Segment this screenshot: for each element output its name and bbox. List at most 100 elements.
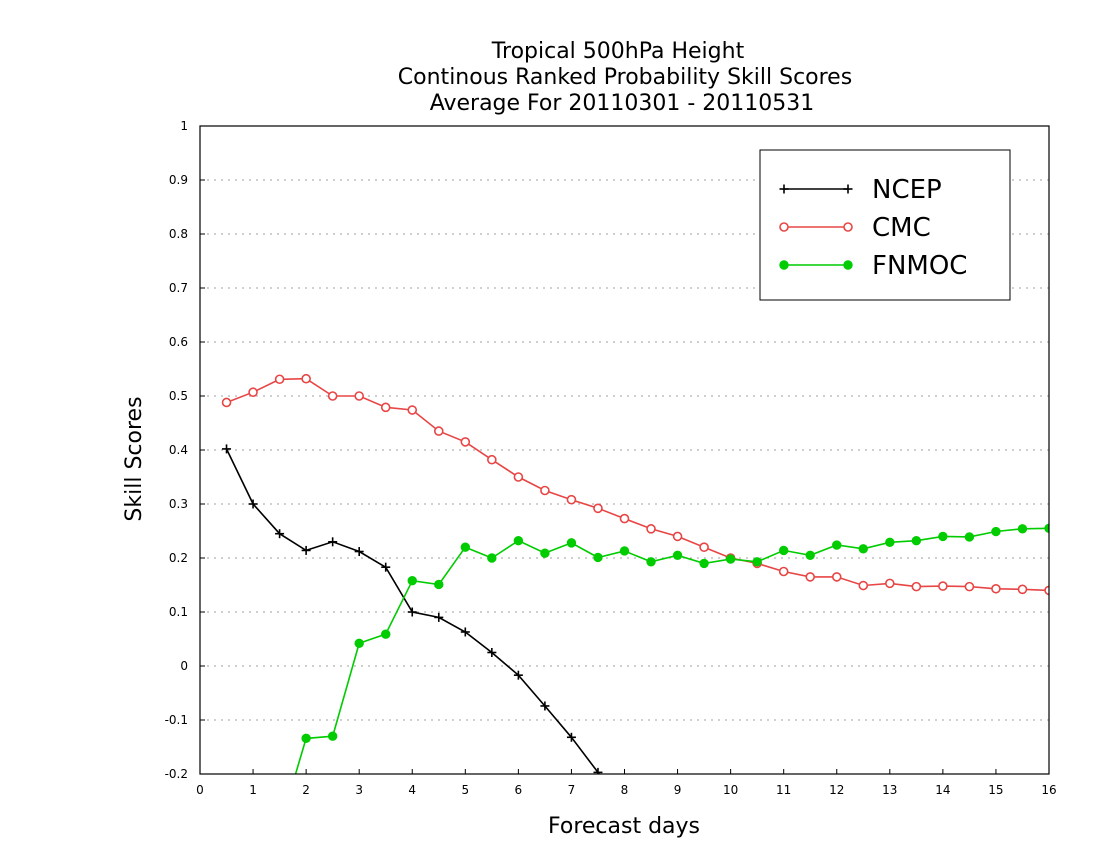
y-tick-label-0-8: 0.8: [169, 227, 188, 241]
legend-marker-left-cmc: [779, 222, 789, 232]
point-cmc-4: [407, 405, 418, 415]
x-axis: 0 1 2 3 4 5 6 7 8 9 10 11 12 13 14 15 16: [196, 769, 1057, 797]
point-fnmoc-11-5: [805, 550, 815, 560]
point-ncep-4-5: [434, 612, 444, 622]
point-fnmoc-1-5: [275, 824, 283, 832]
x-tick-label-11: 11: [776, 783, 791, 797]
point-fnmoc-4-5: [434, 579, 444, 590]
point-ncep-5-5: [487, 648, 497, 657]
point-cmc-8-5: [646, 524, 656, 534]
point-cmc-5: [460, 437, 471, 447]
y-tick-label-0-5: 0.5: [169, 389, 188, 403]
series-line-cmc: [226, 377, 1049, 592]
point-cmc-12: [831, 572, 842, 582]
point-fnmoc-5: [460, 542, 471, 552]
x-tick-label-7: 7: [568, 783, 576, 797]
legend-label-cmc: CMC: [872, 213, 931, 243]
series-fnmoc: [275, 523, 1049, 832]
point-ncep-7-5: [593, 767, 603, 774]
legend-marker-left-fnmoc: [779, 260, 789, 270]
series-line-fnmoc: [294, 527, 1049, 774]
point-cmc-6: [513, 472, 524, 482]
point-cmc-7-5: [593, 503, 603, 514]
y-tick-label-0-2: -0.2: [165, 767, 188, 781]
legend-label-ncep: NCEP: [872, 175, 942, 205]
point-cmc-11-5: [805, 572, 816, 582]
y-tick-label-0-2: 0.2: [169, 551, 188, 565]
point-fnmoc-15: [991, 526, 1001, 537]
point-fnmoc-4: [407, 575, 417, 586]
point-ncep-1: [248, 499, 258, 509]
y-tick-label-0-9: 0.9: [169, 173, 188, 187]
legend-item-cmc: CMC: [779, 213, 931, 243]
point-fnmoc-12: [832, 540, 842, 550]
chart-title: Tropical 500hPa Height Continous Ranked …: [398, 39, 852, 116]
y-tick-label-0-6: 0.6: [169, 335, 188, 349]
x-tick-label-1: 1: [249, 783, 257, 797]
y-tick-label-0-3: 0.3: [169, 497, 188, 511]
x-tick-label-2: 2: [302, 783, 310, 797]
point-fnmoc-3-5: [381, 629, 391, 639]
point-fnmoc-12-5: [858, 544, 868, 554]
point-fnmoc-7: [566, 538, 577, 548]
point-cmc-9: [672, 531, 683, 542]
y-axis-label: Skill Scores: [122, 396, 147, 521]
series-lines: [221, 373, 1049, 832]
legend-marker-right-ncep: [843, 184, 853, 194]
y-tick-label-0-1: -0.1: [165, 713, 188, 727]
point-fnmoc-14: [938, 531, 948, 542]
point-cmc-0-5: [221, 397, 232, 408]
point-ncep-0-5: [222, 444, 232, 454]
point-cmc-8: [619, 513, 630, 524]
point-cmc-6-5: [540, 485, 550, 496]
point-ncep-2: [301, 545, 311, 555]
point-fnmoc-14-5: [964, 532, 975, 542]
series-cmc: [221, 373, 1049, 596]
y-tick-label-1: 1: [180, 119, 188, 133]
legend-box: [759, 149, 1011, 301]
point-cmc-9-5: [699, 542, 709, 553]
title-line-3: Average For 20110301 - 20110531: [430, 91, 815, 116]
legend-item-ncep: NCEP: [779, 175, 942, 205]
point-cmc-12-5: [858, 580, 869, 591]
series-ncep: [222, 444, 629, 811]
point-cmc-13: [885, 578, 895, 589]
point-fnmoc-9: [672, 550, 683, 560]
legend-marker-right-cmc: [843, 222, 853, 232]
point-cmc-14: [938, 581, 948, 591]
x-axis-label: Forecast days: [548, 814, 700, 839]
y-tick-label-0-7: 0.7: [169, 281, 188, 295]
y-tick-label-0-1: 0.1: [169, 605, 188, 619]
point-fnmoc-2-5: [327, 731, 338, 741]
point-cmc-15: [991, 583, 1001, 594]
x-tick-label-12: 12: [829, 783, 844, 797]
x-tick-label-9: 9: [674, 783, 682, 797]
legend-marker-right-fnmoc: [843, 260, 853, 270]
point-cmc-5-5: [487, 454, 497, 465]
point-cmc-3-5: [380, 402, 391, 413]
point-ncep-2-5: [328, 537, 338, 547]
point-ncep-7: [566, 732, 576, 742]
legend: NCEP CMC FNMOC: [759, 149, 1011, 301]
point-fnmoc-10: [725, 554, 736, 564]
point-cmc-1: [248, 387, 258, 398]
point-fnmoc-13-5: [911, 536, 922, 546]
title-line-1: Tropical 500hPa Height: [491, 39, 745, 64]
title-line-2: Continous Ranked Probability Skill Score…: [398, 65, 852, 90]
x-tick-label-16: 16: [1041, 783, 1056, 797]
point-fnmoc-15-5: [1017, 524, 1028, 534]
legend-marker-left-ncep: [779, 184, 789, 194]
point-fnmoc-6-5: [540, 548, 550, 558]
legend-label-fnmoc: FNMOC: [872, 251, 967, 281]
point-ncep-8: [620, 802, 629, 811]
point-fnmoc-8-5: [646, 557, 656, 567]
point-fnmoc-3: [354, 638, 364, 649]
x-tick-label-8: 8: [621, 783, 629, 797]
y-tick-label-0: 0: [180, 659, 188, 673]
y-tick-label-0-4: 0.4: [169, 443, 188, 457]
point-fnmoc-10-5: [752, 557, 762, 567]
x-tick-label-4: 4: [408, 783, 416, 797]
x-tick-label-6: 6: [515, 783, 523, 797]
point-fnmoc-5-5: [487, 553, 497, 563]
